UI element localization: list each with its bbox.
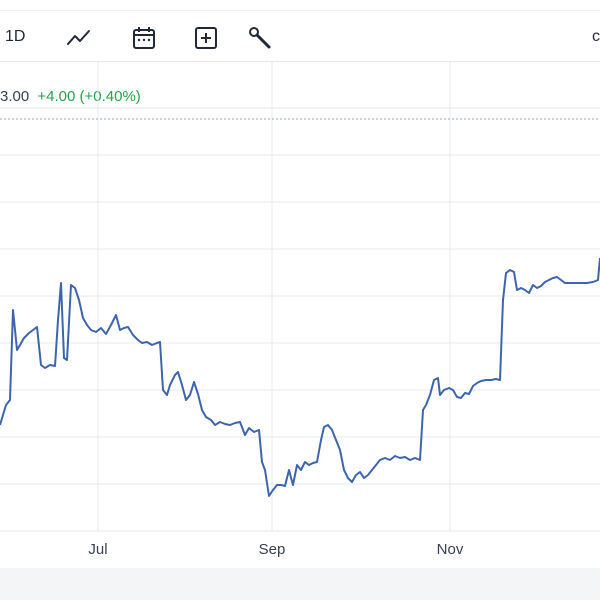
- chart-footer-bar: [0, 568, 600, 600]
- chart-grid: [0, 62, 600, 532]
- price-change: +4.00 (+0.40%): [37, 88, 141, 105]
- x-tick-label: Sep: [259, 541, 286, 558]
- chart-toolbar: 1D c: [0, 10, 600, 62]
- line-chart-icon[interactable]: [66, 25, 92, 51]
- toolbar-edge-text: c: [592, 28, 600, 45]
- x-tick-label: Nov: [437, 541, 464, 558]
- x-tick-label: Jul: [88, 541, 107, 558]
- price-value: 3.00: [0, 88, 30, 105]
- calendar-icon[interactable]: [131, 25, 157, 51]
- price-series-line: [0, 257, 600, 497]
- x-axis-ticks: Jul Sep Nov: [88, 541, 463, 558]
- price-chart[interactable]: Jul Sep Nov: [0, 0, 600, 568]
- quote-line: 3.00 +4.00 (+0.40%): [0, 88, 141, 105]
- wrench-icon[interactable]: [247, 25, 273, 51]
- interval-button[interactable]: 1D: [5, 28, 26, 45]
- add-box-icon[interactable]: [193, 25, 219, 51]
